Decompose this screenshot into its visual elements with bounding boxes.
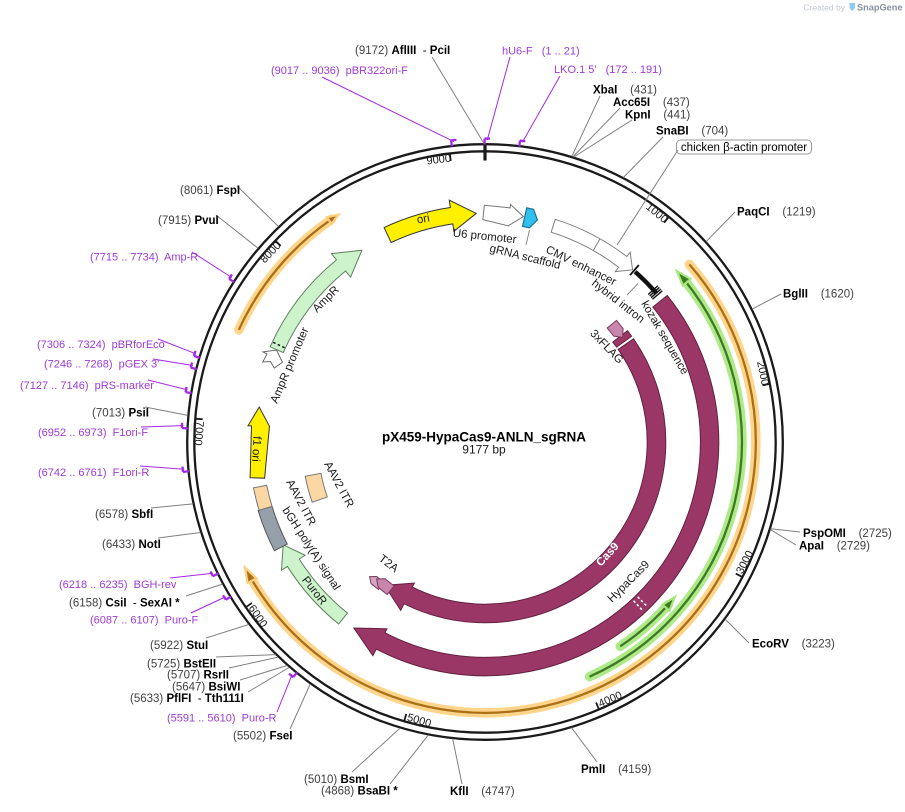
svg-text:(6433) NotI: (6433) NotI [102, 539, 161, 551]
svg-text:(6578) SbfI: (6578) SbfI [95, 509, 153, 521]
svg-text:(8061) FspI: (8061) FspI [180, 185, 240, 197]
svg-text:(6742 .. 6761) F1ori-R: (6742 .. 6761) F1ori-R [38, 467, 149, 479]
svg-text:SnapGene: SnapGene [857, 3, 902, 13]
svg-text:hU6-F (1 .. 21): hU6-F (1 .. 21) [502, 46, 580, 58]
svg-text:9177 bp: 9177 bp [462, 443, 506, 457]
svg-text:Acc65I (437): Acc65I (437) [613, 97, 690, 109]
svg-text:EcoRV (3223): EcoRV (3223) [752, 639, 835, 651]
svg-text:f1 ori: f1 ori [249, 436, 262, 462]
svg-text:(5707) RsrII: (5707) RsrII [167, 670, 229, 682]
svg-text:(5725) BstEII: (5725) BstEII [147, 659, 216, 671]
svg-text:(9017 .. 9036) pBR322ori-F: (9017 .. 9036) pBR322ori-F [271, 65, 408, 77]
svg-text:Created by: Created by [803, 3, 845, 13]
svg-text:chicken β-actin promoter: chicken β-actin promoter [681, 142, 807, 154]
svg-text:(7246 .. 7268) pGEX 3': (7246 .. 7268) pGEX 3' [44, 359, 159, 371]
svg-text:BglII (1620): BglII (1620) [783, 289, 854, 301]
svg-text:(5502) FseI: (5502) FseI [233, 731, 292, 743]
svg-text:XbaI (431): XbaI (431) [593, 85, 657, 97]
svg-text:(5591 .. 5610) Puro-R: (5591 .. 5610) Puro-R [167, 713, 277, 725]
svg-text:(7127 .. 7146) pRS-marker: (7127 .. 7146) pRS-marker [20, 380, 154, 392]
svg-text:(5010) BsmI: (5010) BsmI [304, 774, 369, 786]
svg-text:(6158) CsiI - SexAI *: (6158) CsiI - SexAI * [69, 598, 180, 610]
svg-text:(7915) PvuI: (7915) PvuI [158, 215, 219, 227]
svg-text:(4868) BsaBI *: (4868) BsaBI * [321, 786, 398, 798]
svg-text:(9172) AflIII - PciI: (9172) AflIII - PciI [355, 45, 450, 57]
svg-text:(6087 .. 6107) Puro-F: (6087 .. 6107) Puro-F [90, 615, 199, 627]
svg-text:SnaBI (704): SnaBI (704) [656, 126, 728, 138]
svg-text:PspOMI (2725): PspOMI (2725) [803, 528, 892, 540]
svg-text:7000: 7000 [192, 421, 206, 446]
svg-text:(6218 .. 6235) BGH-rev: (6218 .. 6235) BGH-rev [59, 579, 177, 591]
svg-text:(5647) BsiWI: (5647) BsiWI [172, 682, 240, 694]
svg-text:(5922) StuI: (5922) StuI [150, 640, 208, 652]
svg-text:KflI (4747): KflI (4747) [450, 786, 515, 798]
svg-text:PaqCI (1219): PaqCI (1219) [737, 207, 816, 219]
svg-text:(5633) PflFI - Tth111I: (5633) PflFI - Tth111I [130, 693, 244, 705]
svg-text:LKO.1 5' (172 .. 191): LKO.1 5' (172 .. 191) [554, 64, 662, 76]
svg-text:PmlI (4159): PmlI (4159) [581, 764, 651, 776]
svg-text:(7715 .. 7734) Amp-R: (7715 .. 7734) Amp-R [90, 252, 198, 264]
svg-text:(7306 .. 7324) pBRforEco: (7306 .. 7324) pBRforEco [37, 339, 165, 351]
svg-text:(7013) PsiI: (7013) PsiI [92, 408, 149, 420]
svg-text:ApaI (2729): ApaI (2729) [799, 541, 870, 553]
svg-text:ori: ori [416, 213, 431, 227]
svg-text:KpnI (441): KpnI (441) [625, 110, 690, 122]
svg-text:(6952 .. 6973) F1ori-F: (6952 .. 6973) F1ori-F [38, 427, 148, 439]
